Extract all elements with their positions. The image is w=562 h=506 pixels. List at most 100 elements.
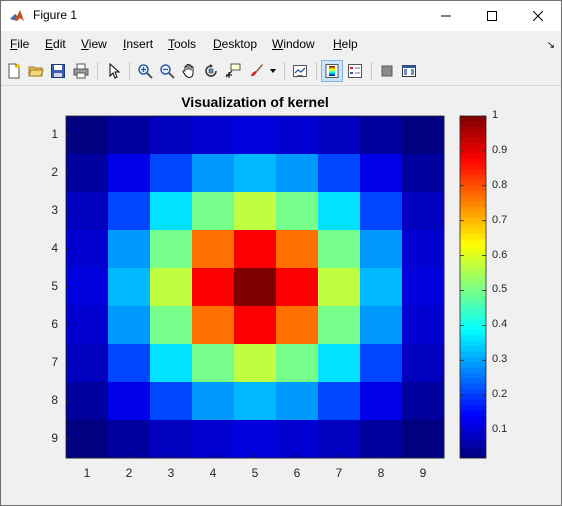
colorbar-segment bbox=[460, 212, 486, 218]
colorbar-segment bbox=[460, 393, 486, 400]
colorbar-tick-label: 0.1 bbox=[492, 423, 508, 436]
menu-help[interactable]: Help bbox=[333, 37, 358, 51]
heatmap-cell-r6-c8 bbox=[360, 306, 403, 345]
colorbar-tick-label: 0.7 bbox=[492, 213, 508, 226]
colorbar-segment bbox=[460, 121, 486, 128]
minimize-button[interactable] bbox=[423, 1, 469, 31]
colorbar-segment bbox=[460, 313, 486, 320]
heatmap-cell-r9-c6 bbox=[276, 420, 319, 459]
y-tick-label: 6 bbox=[51, 317, 58, 331]
heatmap-cell-r4-c1 bbox=[66, 230, 109, 269]
colorbar-border bbox=[459, 115, 487, 459]
heatmap-cell-r2-c5 bbox=[234, 154, 277, 193]
save-button[interactable] bbox=[47, 60, 69, 82]
heatmap-cell-r5-c6 bbox=[276, 268, 319, 307]
heatmap-cell-r1-c6 bbox=[276, 116, 319, 155]
heatmap-cell-r6-c9 bbox=[402, 306, 445, 345]
brush-dropdown[interactable] bbox=[266, 60, 280, 82]
heatmap-cell-r3-c2 bbox=[108, 192, 151, 231]
colorbar-segment bbox=[460, 409, 486, 416]
heatmap-cell-r1-c1 bbox=[66, 116, 109, 155]
x-tick-label: 7 bbox=[335, 466, 343, 480]
save-icon bbox=[51, 64, 65, 78]
colorbar-tick-label: 0.3 bbox=[492, 353, 508, 366]
heatmap-cell-r4-c4 bbox=[192, 230, 235, 269]
colorbar-segment bbox=[460, 249, 486, 256]
heatmap-cell-r9-c9 bbox=[402, 420, 445, 459]
heatmap-cell-r2-c4 bbox=[192, 154, 235, 193]
colorbar-segment bbox=[460, 233, 486, 240]
heatmap-cell-r9-c8 bbox=[360, 420, 403, 459]
heatmap-cell-r2-c3 bbox=[150, 154, 193, 193]
heatmap-cell-r6-c4 bbox=[192, 306, 235, 345]
colorbar-segment bbox=[460, 377, 486, 384]
pan-button[interactable] bbox=[178, 60, 200, 82]
y-tick-label: 7 bbox=[51, 355, 58, 369]
brush-icon bbox=[251, 64, 263, 77]
heatmap-cell-r2-c6 bbox=[276, 154, 319, 193]
colorbar-segment bbox=[460, 126, 486, 133]
menu-tools[interactable]: Tools bbox=[168, 37, 197, 51]
heatmap-cell-r2-c2 bbox=[108, 154, 151, 193]
colorbar-tick-label: 0.2 bbox=[492, 388, 508, 401]
maximize-icon bbox=[487, 11, 497, 21]
heatmap-cell-r5-c3 bbox=[150, 268, 193, 307]
colorbar-segment bbox=[460, 201, 486, 208]
print-button[interactable] bbox=[70, 60, 92, 82]
new-figure-button[interactable] bbox=[3, 60, 25, 82]
colorbar-segment bbox=[460, 174, 486, 181]
dock-arrow-icon[interactable]: ↘ bbox=[546, 40, 555, 51]
link-plot-icon bbox=[293, 65, 307, 78]
colorbar-tick-label: 0.9 bbox=[492, 143, 508, 156]
heatmap-cell-r2-c8 bbox=[360, 154, 403, 193]
colorbar-segment bbox=[460, 281, 486, 288]
colorbar-tick-label: 0.8 bbox=[492, 178, 508, 191]
link-plot-button[interactable] bbox=[289, 60, 311, 82]
heatmap-cell-r1-c4 bbox=[192, 116, 235, 155]
zoom-in-button[interactable] bbox=[134, 60, 156, 82]
colorbar-segment bbox=[460, 436, 486, 443]
heatmap-cell-r6-c7 bbox=[318, 306, 361, 345]
insert-legend-button[interactable] bbox=[344, 60, 366, 82]
heatmap-cell-r8-c7 bbox=[318, 382, 361, 421]
menu-desktop[interactable]: Desktop bbox=[213, 37, 258, 51]
menu-view[interactable]: View bbox=[81, 37, 107, 51]
data-cursor-button[interactable] bbox=[222, 60, 244, 82]
maximize-button[interactable] bbox=[469, 1, 515, 31]
zoom-out-button[interactable] bbox=[156, 60, 178, 82]
colorbar-segment bbox=[460, 244, 486, 250]
edit-plot-button[interactable] bbox=[103, 60, 125, 82]
menu-insert[interactable]: Insert bbox=[123, 37, 154, 51]
edit-plot-icon bbox=[109, 63, 121, 79]
colorbar-segment bbox=[460, 222, 486, 229]
open-file-icon bbox=[28, 66, 44, 77]
heatmap-cell-r9-c3 bbox=[150, 420, 193, 459]
close-button[interactable] bbox=[515, 1, 561, 31]
toolbar-separator bbox=[371, 62, 372, 80]
hide-plot-tools-button[interactable] bbox=[376, 60, 398, 82]
close-icon bbox=[533, 11, 543, 21]
open-file-button[interactable] bbox=[25, 60, 47, 82]
colorbar-segment bbox=[460, 372, 486, 379]
heatmap-cell-r4-c3 bbox=[150, 230, 193, 269]
hide-plot-tools-icon bbox=[381, 65, 393, 77]
heatmap-cell-r3-c6 bbox=[276, 192, 319, 231]
colorbar-segment bbox=[460, 164, 486, 170]
colorbar-segment bbox=[460, 308, 486, 315]
colorbar-segment bbox=[460, 292, 486, 299]
heatmap-cell-r7-c3 bbox=[150, 344, 193, 383]
minimize-icon bbox=[441, 15, 451, 17]
menu-window[interactable]: Window bbox=[272, 37, 315, 51]
insert-colorbar-button[interactable] bbox=[321, 60, 343, 82]
rotate-3d-button[interactable] bbox=[200, 60, 222, 82]
show-plot-tools-button[interactable] bbox=[398, 60, 420, 82]
heatmap-cell-r9-c5 bbox=[234, 420, 277, 459]
colorbar-segment bbox=[460, 404, 486, 411]
colorbar-segment bbox=[460, 345, 486, 352]
brush-button[interactable] bbox=[245, 60, 267, 82]
colorbar-segment bbox=[460, 441, 486, 448]
menu-file[interactable]: File bbox=[10, 37, 30, 51]
colorbar-segment bbox=[460, 425, 486, 432]
menu-edit[interactable]: Edit bbox=[45, 37, 66, 51]
